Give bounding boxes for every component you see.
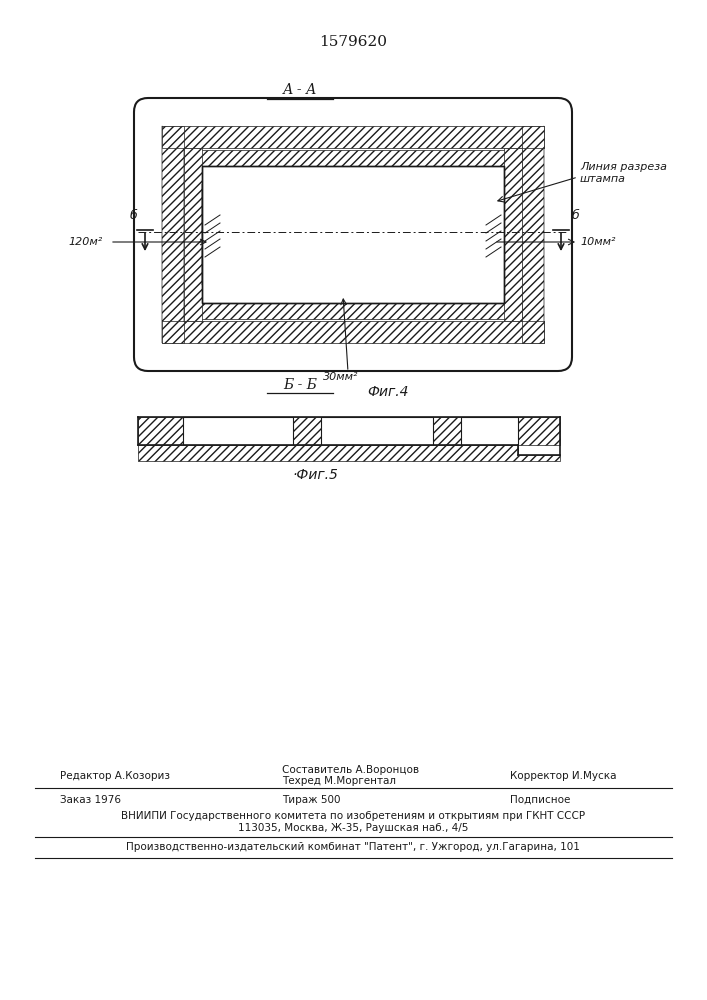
Bar	[202, 166, 504, 303]
Bar	[484, 285, 504, 303]
Text: Производственно-издательский комбинат "Патент", г. Ужгород, ул.Гагарина, 101: Производственно-издательский комбинат "П…	[126, 842, 580, 852]
Polygon shape	[162, 321, 544, 343]
Text: Составитель А.Воронцов: Составитель А.Воронцов	[282, 765, 419, 775]
Text: штампа: штампа	[580, 174, 626, 184]
Polygon shape	[162, 321, 184, 343]
Polygon shape	[184, 303, 522, 319]
Text: 113035, Москва, Ж-35, Раушская наб., 4/5: 113035, Москва, Ж-35, Раушская наб., 4/5	[238, 823, 468, 833]
FancyBboxPatch shape	[134, 98, 572, 371]
Bar	[312, 199, 394, 270]
Text: б: б	[571, 209, 579, 222]
Polygon shape	[504, 148, 522, 321]
Polygon shape	[138, 417, 183, 445]
Bar	[461, 417, 518, 445]
Text: ВНИИПИ Государственного комитета по изобретениям и открытиям при ГКНТ СССР: ВНИИПИ Государственного комитета по изоб…	[121, 811, 585, 821]
Text: 30мм²: 30мм²	[323, 372, 358, 382]
Polygon shape	[202, 184, 257, 285]
Text: 120м²: 120м²	[69, 237, 103, 247]
Bar	[202, 166, 504, 303]
Text: Подписное: Подписное	[510, 795, 571, 805]
Polygon shape	[522, 321, 544, 343]
Bar	[416, 221, 444, 249]
Text: Фиг.4: Фиг.4	[367, 385, 409, 399]
Text: А - А: А - А	[283, 83, 317, 97]
Text: б: б	[129, 209, 137, 222]
Polygon shape	[522, 126, 544, 148]
Text: ·Фиг.5: ·Фиг.5	[292, 468, 338, 482]
Polygon shape	[222, 285, 484, 303]
Bar	[484, 166, 504, 184]
Text: Корректор И.Муска: Корректор И.Муска	[510, 771, 617, 781]
Bar	[183, 417, 293, 445]
Text: Редактор А.Козориз: Редактор А.Козориз	[60, 771, 170, 781]
Polygon shape	[449, 184, 504, 285]
Text: 1579620: 1579620	[319, 35, 387, 49]
Text: Линия разреза: Линия разреза	[580, 162, 667, 172]
Polygon shape	[433, 417, 461, 445]
Text: Техред М.Моргентал: Техред М.Моргентал	[282, 776, 396, 786]
Bar	[202, 166, 222, 184]
Text: 10мм²: 10мм²	[580, 237, 616, 247]
Polygon shape	[162, 126, 184, 343]
Polygon shape	[138, 445, 560, 461]
Polygon shape	[518, 417, 560, 455]
Polygon shape	[293, 417, 321, 445]
Polygon shape	[184, 150, 522, 166]
Bar	[202, 285, 222, 303]
Polygon shape	[162, 126, 544, 148]
Polygon shape	[162, 126, 184, 148]
Text: Заказ 1976: Заказ 1976	[60, 795, 121, 805]
Text: Тираж 500: Тираж 500	[282, 795, 341, 805]
Bar	[262, 221, 290, 249]
Polygon shape	[184, 148, 202, 321]
Polygon shape	[287, 184, 307, 285]
Polygon shape	[522, 126, 544, 343]
Bar	[321, 417, 433, 445]
Text: Б - Б: Б - Б	[283, 378, 317, 392]
Polygon shape	[399, 184, 419, 285]
Polygon shape	[222, 166, 484, 184]
